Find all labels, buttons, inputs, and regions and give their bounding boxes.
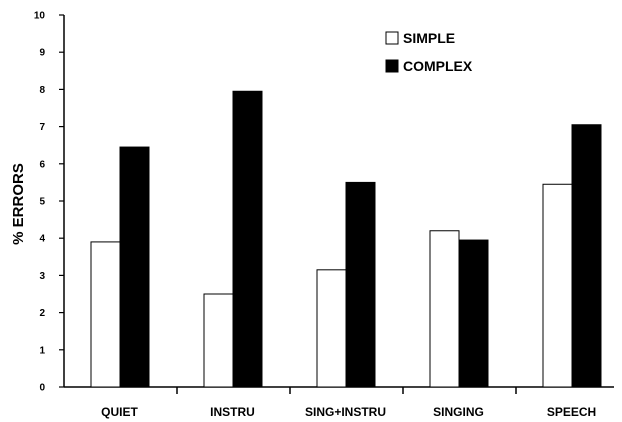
legend: SIMPLE COMPLEX <box>385 30 473 74</box>
legend-label-simple: SIMPLE <box>403 30 455 46</box>
y-tick-label: 7 <box>39 122 45 133</box>
y-tick-label: 6 <box>39 159 45 170</box>
bar-complex-instru <box>232 90 263 388</box>
bar-complex-sing-instru <box>345 181 376 388</box>
bar-simple-quiet <box>90 241 121 388</box>
x-category-label: SINGING <box>433 405 484 419</box>
legend-swatch-complex <box>385 59 399 73</box>
y-tick-label: 10 <box>34 11 46 22</box>
x-category-label: SING+INSTRU <box>305 405 386 419</box>
bar-simple-sing-instru <box>316 269 347 388</box>
x-category-label: SPEECH <box>547 405 596 419</box>
bar-complex-speech <box>571 124 602 388</box>
bar-complex-quiet <box>119 146 150 388</box>
x-category-label: QUIET <box>101 405 138 419</box>
bar-simple-instru <box>203 293 234 388</box>
legend-swatch-simple <box>385 31 399 45</box>
legend-label-complex: COMPLEX <box>403 58 473 74</box>
y-tick-label: 3 <box>39 271 45 282</box>
y-tick-label: 2 <box>39 308 45 319</box>
bar-complex-singing <box>458 239 489 388</box>
y-tick-label: 1 <box>39 345 45 356</box>
y-tick-label: 5 <box>39 197 45 208</box>
x-category-label: INSTRU <box>210 405 255 419</box>
bar-simple-singing <box>429 230 460 388</box>
y-tick-label: 0 <box>39 383 45 394</box>
y-axis-title: % ERRORS <box>10 163 27 245</box>
bar-simple-speech <box>542 183 573 388</box>
y-tick-label: 4 <box>39 234 45 245</box>
y-tick-label: 8 <box>39 85 45 96</box>
y-tick-label: 9 <box>39 48 45 59</box>
